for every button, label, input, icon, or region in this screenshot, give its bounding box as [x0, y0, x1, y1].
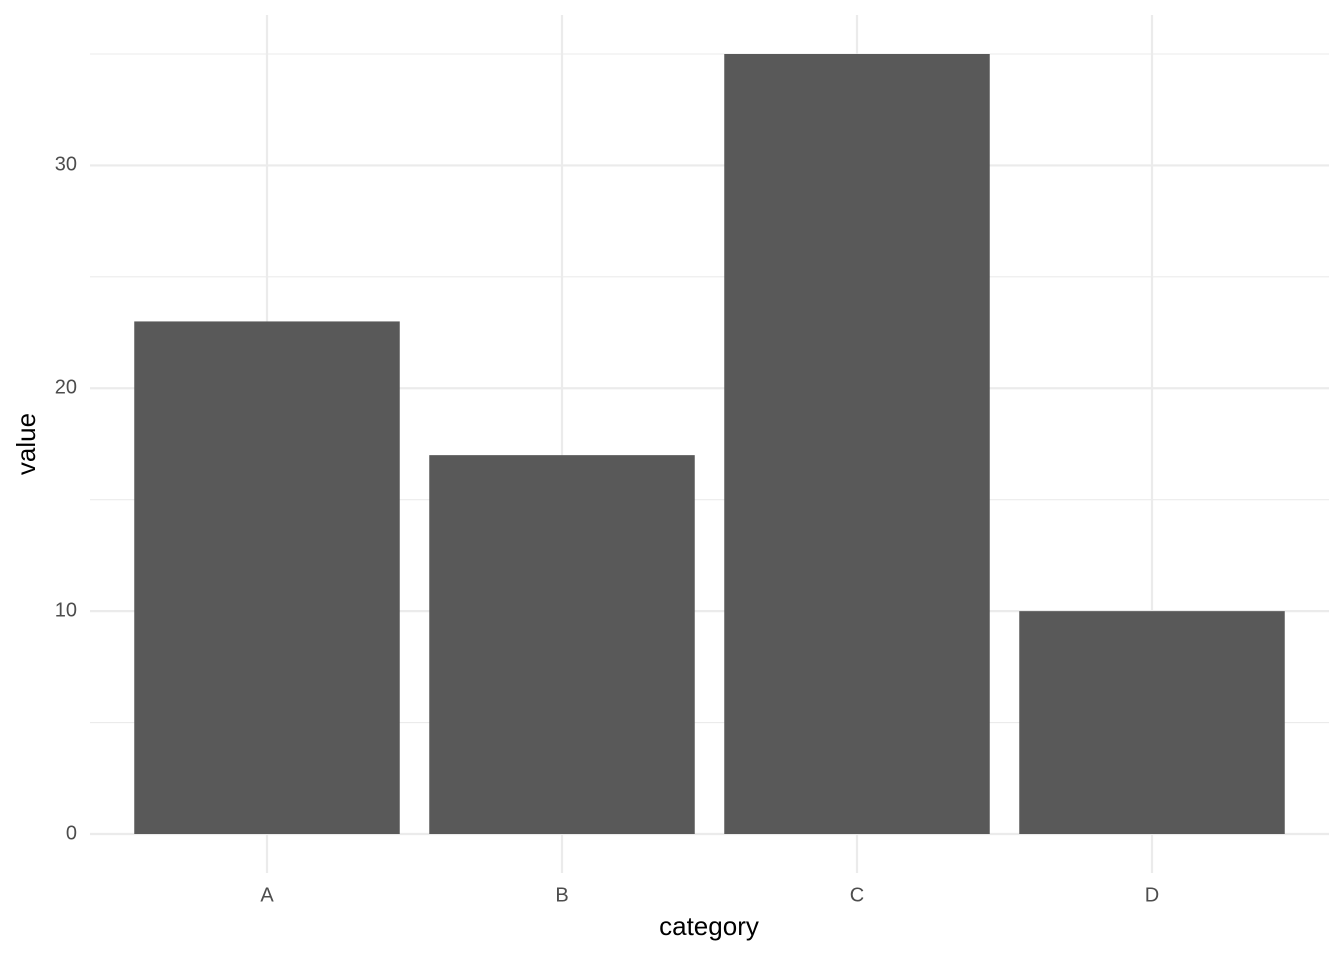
bar	[1019, 611, 1285, 834]
y-axis-title: value	[11, 413, 41, 475]
x-tick-label: B	[555, 884, 568, 906]
bar	[724, 54, 990, 834]
x-axis-title: category	[659, 911, 759, 941]
x-tick-label: C	[850, 884, 864, 906]
y-tick-label: 0	[66, 822, 77, 844]
y-tick-label: 10	[55, 599, 77, 621]
y-tick-label: 20	[55, 377, 77, 399]
x-tick-label: A	[260, 884, 274, 906]
bar	[134, 321, 400, 834]
x-tick-label: D	[1145, 884, 1159, 906]
bar	[429, 455, 695, 834]
y-tick-label: 30	[55, 154, 77, 176]
